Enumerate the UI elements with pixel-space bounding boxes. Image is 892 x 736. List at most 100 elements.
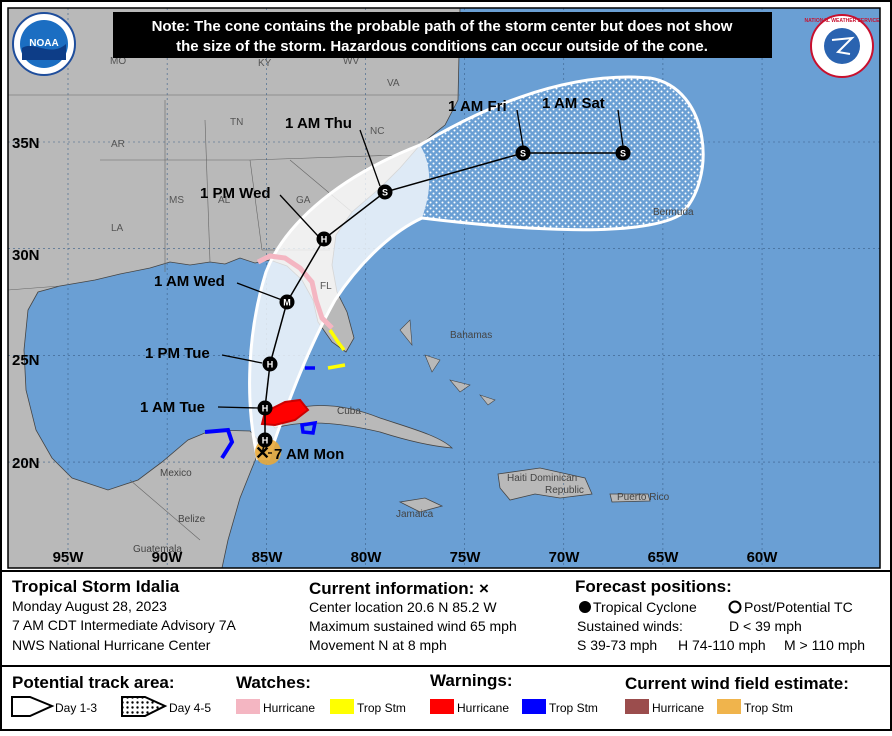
lon-label: 75W (450, 549, 482, 566)
point (615, 145, 631, 161)
legend-item: Hurricane (457, 701, 509, 715)
jamaica (398, 497, 444, 513)
legend-item: Trop Stm (549, 701, 598, 715)
place: AL (218, 195, 231, 206)
current-position: ✕ (255, 443, 270, 463)
place: Cuba (337, 406, 361, 417)
current-line: Center location 20.6 N 85.2 W (309, 599, 497, 615)
note-line: Note: The cone contains the probable pat… (152, 18, 733, 35)
borders (8, 94, 460, 541)
lon-labels: 95W 90W 85W 80W 75W 70W 65W 60W (53, 549, 779, 566)
point-labels: 7 AM Mon 1 AM Tue 1 PM Tue 1 AM Wed 1 PM… (140, 95, 605, 463)
noaa-logo: NOAA (12, 12, 76, 76)
tropical-storm-warning (204, 427, 235, 460)
cone-day-1-3 (249, 145, 430, 460)
legend-title: Watches: (236, 673, 311, 692)
place: Puerto Rico (617, 492, 670, 503)
storm-info: Tropical Storm Idalia Monday August 28, … (12, 577, 236, 653)
place: NC (370, 126, 384, 137)
legend-item: Hurricane (652, 701, 704, 715)
graticule (8, 8, 880, 568)
lat-label: 35N (12, 135, 40, 152)
place: LA (111, 223, 124, 234)
legend-title: Potential track area: (12, 673, 175, 692)
place: GA (296, 195, 311, 206)
hurricane-watch (256, 253, 334, 330)
day45-swatch (121, 696, 168, 717)
point-time: 7 AM Mon (274, 446, 344, 463)
place: Belize (178, 514, 206, 525)
forecast-title: Forecast positions: (575, 577, 732, 596)
swatch (625, 699, 649, 714)
legend-title: Current wind field estimate: (625, 674, 849, 693)
lat-label: 20N (12, 455, 40, 472)
legend: Potential track area: Day 1-3 Day 4-5 Wa… (11, 671, 849, 717)
place: Bahamas (450, 330, 492, 341)
forecast-winds: Sustained winds: (577, 618, 683, 634)
storm-advisory: 7 AM CDT Intermediate Advisory 7A (12, 617, 236, 633)
forecast-points: H H H M H S S S (257, 145, 631, 448)
swatch (717, 699, 741, 714)
place: KY (258, 58, 272, 69)
place: Guatemala (133, 544, 182, 555)
point (515, 145, 531, 161)
forecast-s: S 39-73 mph (577, 637, 657, 653)
swatch (236, 699, 260, 714)
nws-text: NATIONAL WEATHER SERVICE (805, 18, 881, 24)
point-symbol: H (321, 235, 328, 245)
place: MO (110, 56, 126, 67)
point-symbol: S (520, 149, 526, 159)
leaders (217, 109, 624, 454)
storm-date: Monday August 28, 2023 (12, 598, 167, 614)
lat-labels: 35N 30N 25N 20N (12, 135, 40, 472)
forecast-info: Forecast positions: Tropical Cyclone Pos… (575, 577, 865, 653)
lat-label: 30N (12, 247, 40, 264)
current-line: Movement N at 8 mph (309, 637, 447, 653)
legend-title: Warnings: (430, 671, 512, 690)
point-time: 1 AM Tue (140, 399, 205, 416)
lon-label: 90W (152, 549, 184, 566)
lon-label: 85W (252, 549, 284, 566)
map-border (7, 7, 881, 569)
point (257, 432, 273, 448)
point (257, 400, 273, 416)
tropical-storm-watch (327, 329, 346, 370)
point-symbol: S (620, 149, 626, 159)
place: Dominican (530, 473, 577, 484)
lon-label: 80W (351, 549, 383, 566)
place: WV (343, 56, 359, 67)
current-info: Current information: × Center location 2… (309, 579, 517, 653)
cone-outline (248, 75, 705, 461)
legend-item: Trop Stm (357, 701, 406, 715)
day13-swatch (11, 696, 55, 717)
current-line: Maximum sustained wind 65 mph (309, 618, 517, 634)
storm-center: NWS National Hurricane Center (12, 637, 211, 653)
nws-logo: NATIONAL WEATHER SERVICE (805, 14, 881, 78)
place: Haiti (507, 473, 527, 484)
point-time: 1 AM Sat (542, 95, 605, 112)
legend-item: Trop Stm (744, 701, 793, 715)
cuba (267, 405, 454, 449)
swatch (330, 699, 354, 714)
lat-label: 25N (12, 352, 40, 369)
point-symbol: M (283, 298, 291, 308)
tc-symbol (579, 601, 591, 613)
hispaniola (497, 467, 593, 501)
current-title: Current information: × (309, 579, 489, 598)
point-symbol: H (262, 404, 269, 414)
point (279, 294, 295, 310)
storm-name: Tropical Storm Idalia (12, 577, 180, 596)
hurricane-warning (260, 398, 310, 427)
place: MS (169, 195, 184, 206)
place-labels: MO KY WV VA TN NC AR MS AL GA LA FL Berm… (110, 56, 694, 555)
swatch (430, 699, 454, 714)
place: Bermuda (653, 207, 694, 218)
point-symbol: H (262, 436, 269, 446)
forecast-post: Post/Potential TC (744, 599, 853, 615)
legend-item: Hurricane (263, 701, 315, 715)
place: TN (230, 117, 243, 128)
place: Republic (545, 485, 584, 496)
point-time: 1 PM Tue (145, 345, 210, 362)
